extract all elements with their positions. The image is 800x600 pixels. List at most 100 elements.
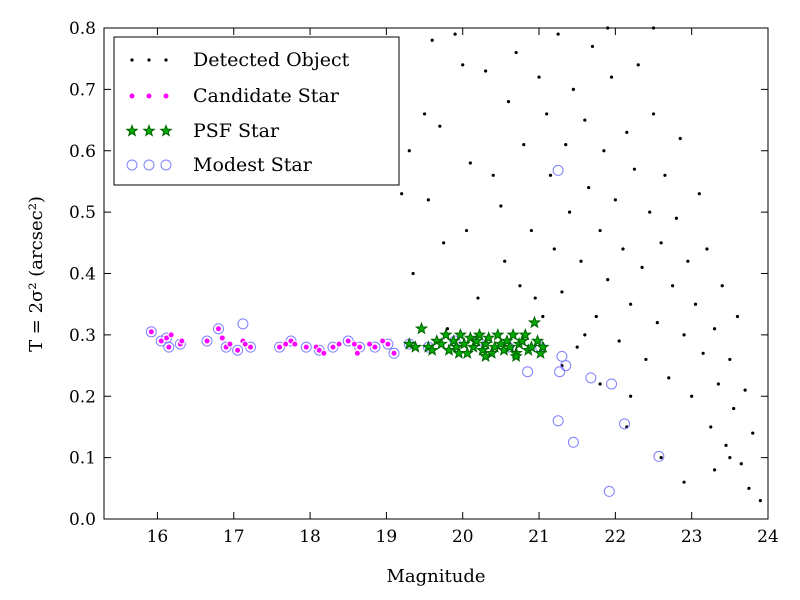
detected-object-point (617, 339, 621, 343)
detected-object-point (663, 173, 667, 177)
detected-object-point (705, 247, 709, 251)
legend-box (113, 36, 400, 186)
psf-star-point (485, 346, 499, 359)
x-tick-label: 20 (452, 527, 474, 547)
points-layer (145, 26, 762, 503)
candidate-star-point (247, 343, 255, 351)
candidate-star-point (241, 340, 249, 348)
modest-star-point (201, 335, 213, 347)
detected-object-point (430, 38, 434, 42)
modest-star-point (388, 347, 400, 359)
detected-object-point (690, 394, 694, 398)
detected-object-point (571, 87, 575, 91)
candidate-star-point (157, 337, 165, 345)
detected-object-point (484, 69, 488, 73)
detected-object-point (674, 216, 679, 220)
psf-star-point (452, 346, 466, 359)
psf-star-point (536, 340, 550, 353)
detected-object-point (632, 167, 637, 171)
detected-object-point (503, 259, 507, 263)
legend-marker-candidate-star (145, 92, 153, 100)
legend-marker-modest-star (160, 159, 172, 171)
ticks-layer: 16 17 18 19 20 21 22 23 24 0.0 0.1 0.2 0.3 0.4 0.5 0.6 0… (69, 19, 779, 547)
detected-object-point (613, 198, 617, 202)
y-tick-label: 0.7 (69, 80, 96, 100)
candidate-star-point (167, 331, 175, 339)
psf-star-point (466, 340, 480, 353)
legend-label-detected: Detected Object (193, 49, 350, 71)
detected-object-point (560, 290, 564, 294)
y-tick-label: 0.4 (69, 265, 96, 285)
psf-star-point (414, 321, 429, 335)
candidate-star-point (178, 337, 186, 345)
detected-object-point (758, 498, 762, 503)
modest-star-point (567, 436, 579, 448)
psf-star-point (442, 343, 456, 356)
detected-object-point (709, 425, 713, 429)
modest-star-point (603, 485, 615, 497)
legend-marker-psf-star (159, 124, 173, 137)
x-tick-label: 18 (299, 527, 321, 547)
modest-star-point (232, 344, 244, 356)
detected-object-point (476, 296, 480, 300)
psf-star-point (402, 337, 416, 350)
legend-marker-psf-star (125, 124, 139, 137)
detected-object-point (625, 130, 629, 134)
detected-object-point (529, 228, 534, 233)
detected-object-point (548, 173, 553, 177)
candidate-star-point (282, 340, 290, 348)
modest-star-point (552, 164, 564, 176)
modest-star-point (619, 418, 631, 430)
candidate-star-point (234, 346, 242, 354)
modest-star-point (163, 341, 175, 353)
psf-star-point (524, 340, 538, 353)
modest-star-point (554, 366, 566, 378)
psf-star-point (463, 331, 477, 344)
candidate-star-point (302, 343, 310, 351)
detected-object-point (506, 100, 511, 104)
detected-object-point (518, 284, 522, 288)
x-tick-label: 19 (376, 527, 398, 547)
legend-marker-psf-star (142, 124, 156, 137)
detected-object-point (743, 388, 747, 392)
detected-object-point (682, 480, 686, 484)
detected-object-point (407, 149, 411, 153)
detected-object-point (629, 302, 633, 306)
detected-object-point (426, 198, 430, 202)
psf-star-point (515, 334, 529, 347)
detected-object-point (552, 247, 556, 251)
modest-star-point (522, 366, 534, 378)
detected-object-point (579, 259, 583, 263)
y-tick-label: 0.5 (69, 203, 96, 223)
candidate-star-point (356, 343, 364, 351)
psf-star-point (500, 334, 514, 347)
candidate-star-point (147, 328, 155, 336)
detected-object-point (499, 204, 503, 208)
candidate-star-series (147, 325, 398, 357)
candidate-star-point (291, 340, 299, 348)
detected-object-point (442, 241, 446, 245)
detected-object-point (464, 228, 469, 233)
detected-object-point (720, 284, 724, 288)
detected-object-point (514, 50, 518, 55)
detected-object-point (453, 32, 457, 36)
legend-marker-candidate-star (128, 92, 136, 100)
detected-object-point (670, 284, 675, 288)
legend-marker-modest-star (143, 159, 155, 171)
psf-star-point (439, 327, 453, 341)
detected-object-point (533, 296, 537, 300)
psf-star-series (402, 315, 550, 362)
candidate-star-point (384, 340, 392, 348)
detected-object-point (522, 143, 526, 147)
detected-object-point (693, 302, 698, 306)
psf-star-point (482, 331, 496, 344)
detected-object-point (659, 241, 663, 245)
modest-star-point (606, 378, 618, 390)
psf-star-point (509, 349, 523, 362)
candidate-star-point (344, 337, 352, 345)
detected-object-point (701, 351, 705, 355)
psf-star-point (479, 349, 493, 362)
legend-markers (125, 58, 173, 171)
detected-object-point (648, 210, 652, 214)
